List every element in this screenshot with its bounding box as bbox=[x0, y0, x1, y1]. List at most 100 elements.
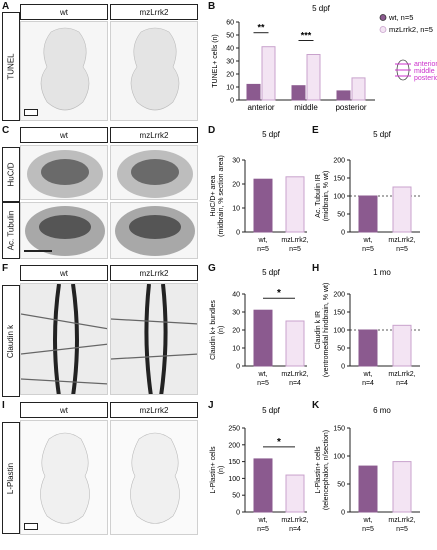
x-tick-label: n=5 bbox=[396, 526, 408, 533]
bar-mzlrrk2 bbox=[392, 186, 412, 233]
panel-letter-f: F bbox=[2, 263, 9, 274]
y-tick-label: 100 bbox=[333, 454, 345, 461]
panel-letter-c: C bbox=[2, 125, 10, 136]
col-header-wt: wt bbox=[20, 4, 108, 20]
x-tick-label: wt, bbox=[363, 237, 373, 244]
y-tick-label: 60 bbox=[226, 20, 234, 27]
y-tick-label: 20 bbox=[232, 182, 240, 189]
x-tick-label: middle bbox=[294, 103, 318, 112]
row-label-claudin-k: Claudin k bbox=[2, 285, 20, 397]
y-tick-label: 100 bbox=[333, 328, 345, 335]
x-tick-label: mzLrrk2, bbox=[388, 237, 415, 244]
chart-l-plastin-6mo: 6 mo L-Plastin+ cells(telencephalon, n/se… bbox=[315, 406, 420, 533]
y-tick-label: 40 bbox=[226, 46, 234, 53]
panel-letter-e: E bbox=[312, 125, 319, 136]
y-tick-label: 100 bbox=[333, 194, 345, 201]
y-tick-label: 50 bbox=[226, 33, 234, 40]
x-tick-label: n=5 bbox=[362, 526, 374, 533]
y-tick-label: 250 bbox=[228, 426, 240, 433]
chart-title: 5 dpf bbox=[262, 130, 281, 139]
y-axis-label: HuC/D+ area(midbrain, % section area) bbox=[210, 155, 225, 237]
y-tick-label: 150 bbox=[333, 426, 345, 433]
x-tick-label: wt, bbox=[258, 237, 268, 244]
y-tick-label: 30 bbox=[232, 310, 240, 317]
panel-letter-a: A bbox=[2, 1, 10, 12]
chart-l-plastin-5dpf: 5 dpf L-Plastin+ cells(n) 0 50 100 150 200 250 w… bbox=[210, 406, 309, 533]
y-tick-label: 40 bbox=[232, 292, 240, 299]
x-tick-label: n=5 bbox=[289, 246, 301, 253]
scale-bar bbox=[24, 523, 38, 530]
bar-wt bbox=[291, 85, 306, 101]
bar-mzlrrk2 bbox=[285, 320, 305, 367]
y-axis-label: Ac. Tubulin IR(midbrain, % wt) bbox=[315, 171, 330, 222]
x-tick-label: n=4 bbox=[362, 380, 374, 387]
chart-claudin-bundles: 5 dpf Claudin k+ bundles(n) 0 10 20 30 40 wt, n=… bbox=[210, 268, 309, 387]
panel-letter-k: K bbox=[312, 400, 320, 411]
x-tick-label: anterior bbox=[247, 103, 274, 112]
panel-letter-d: D bbox=[208, 125, 216, 136]
region-key-label: middle bbox=[414, 68, 435, 75]
chart-tunel-cells: 5 dpf TUNEL+ cells (n) 0 10 20 30 40 50 60 anteri… bbox=[212, 4, 437, 112]
chart-title: 6 mo bbox=[373, 406, 391, 415]
x-tick-label: wt, bbox=[363, 371, 373, 378]
bar-wt bbox=[358, 465, 378, 513]
y-axis-label: Claudin k+ bundles(n) bbox=[210, 300, 225, 360]
bar-mzlrrk2 bbox=[392, 461, 412, 513]
micrograph-hucd-mzlrrk2 bbox=[110, 145, 198, 200]
col-header-mzlrrk2: mzLrrk2 bbox=[110, 265, 198, 281]
bar-wt bbox=[253, 458, 273, 513]
panel-letter-j: J bbox=[208, 400, 214, 411]
micrograph-tunel-mzlrrk2 bbox=[110, 21, 198, 121]
y-tick-label: 150 bbox=[333, 310, 345, 317]
y-tick-label: 200 bbox=[333, 292, 345, 299]
bar-wt bbox=[253, 178, 273, 233]
x-tick-label: n=5 bbox=[396, 246, 408, 253]
y-tick-label: 200 bbox=[333, 158, 345, 165]
legend-marker bbox=[379, 26, 387, 33]
micrograph-l-plastin-wt bbox=[20, 420, 108, 535]
significance-label: * bbox=[277, 288, 281, 299]
x-tick-label: wt, bbox=[258, 517, 268, 524]
chart-claudin-ir: 1 mo Claudin k IR(ventromedial hindbrain,… bbox=[315, 268, 420, 387]
panel-letter-i: I bbox=[2, 400, 5, 411]
y-tick-label: 20 bbox=[226, 72, 234, 79]
y-axis-label: L-Plastin+ cells(telencephalon, n/sectio… bbox=[315, 430, 330, 510]
x-tick-label: n=5 bbox=[257, 380, 269, 387]
y-tick-label: 30 bbox=[226, 59, 234, 66]
x-tick-label: mzLrrk2, bbox=[281, 371, 308, 378]
y-tick-label: 10 bbox=[232, 346, 240, 353]
chart-title: 5 dpf bbox=[262, 406, 281, 415]
col-header-mzlrrk2: mzLrrk2 bbox=[110, 402, 198, 418]
row-label-tunel: TUNEL bbox=[2, 12, 20, 121]
y-axis-label: L-Plastin+ cells(n) bbox=[210, 446, 225, 494]
region-key-label: posterior bbox=[414, 75, 437, 82]
panel-letter-h: H bbox=[312, 263, 320, 274]
y-tick-label: 0 bbox=[341, 230, 345, 237]
col-header-mzlrrk2: mzLrrk2 bbox=[110, 4, 198, 20]
row-label-hucd: HuC/D bbox=[2, 147, 20, 202]
x-tick-label: posterior bbox=[335, 103, 366, 112]
x-tick-label: mzLrrk2, bbox=[388, 371, 415, 378]
micrograph-claudin-k-wt bbox=[20, 283, 108, 395]
scale-bar bbox=[24, 109, 38, 116]
legend-label: wt, n=5 bbox=[388, 13, 413, 22]
chart-title: 1 mo bbox=[373, 268, 391, 277]
row-label-l-plastin: L-Plastin bbox=[2, 422, 20, 534]
panel-letter-g: G bbox=[208, 263, 216, 274]
col-header-wt: wt bbox=[20, 265, 108, 281]
x-tick-label: n=5 bbox=[257, 246, 269, 253]
chart-title: 5 dpf bbox=[262, 268, 281, 277]
y-tick-label: 10 bbox=[232, 206, 240, 213]
micrograph-claudin-k-mzlrrk2 bbox=[110, 283, 198, 395]
y-tick-label: 0 bbox=[341, 364, 345, 371]
y-tick-label: 50 bbox=[337, 482, 345, 489]
scale-bar bbox=[24, 250, 52, 252]
y-tick-label: 0 bbox=[236, 364, 240, 371]
bar-wt bbox=[358, 329, 378, 367]
bar-mzlrrk2 bbox=[285, 176, 305, 233]
micrograph-l-plastin-mzlrrk2 bbox=[110, 420, 198, 535]
x-tick-label: mzLrrk2, bbox=[388, 517, 415, 524]
micrograph-tunel-wt bbox=[20, 21, 108, 121]
legend-marker bbox=[379, 14, 387, 21]
row-label-ac-tubulin: Ac. Tubulin bbox=[2, 202, 20, 259]
